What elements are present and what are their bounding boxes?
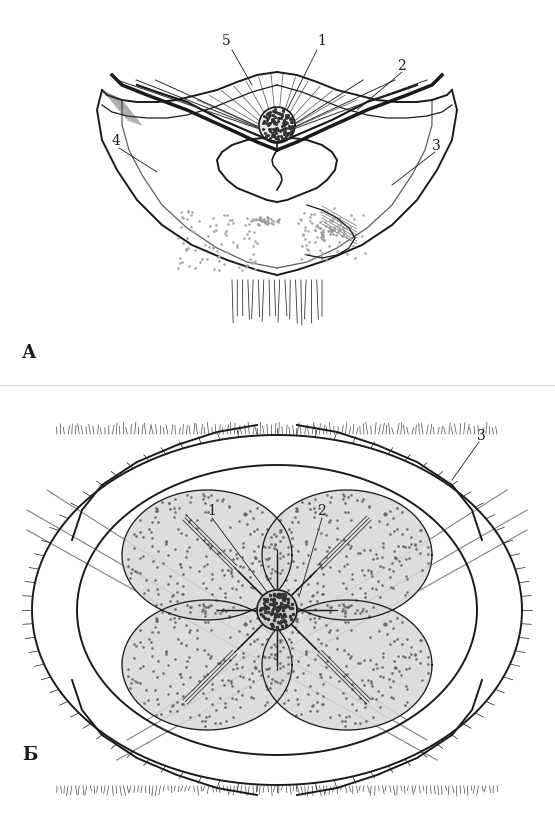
Polygon shape: [259, 107, 295, 143]
Text: 3: 3: [477, 429, 486, 443]
Text: 1: 1: [207, 504, 216, 518]
Text: 1: 1: [317, 34, 326, 48]
Text: 3: 3: [432, 139, 441, 153]
Text: 5: 5: [222, 34, 231, 48]
Polygon shape: [122, 490, 292, 620]
Text: 2: 2: [317, 504, 326, 518]
Text: 4: 4: [112, 134, 121, 148]
Text: 2: 2: [397, 59, 406, 73]
Text: Б: Б: [22, 746, 37, 764]
Text: А: А: [22, 344, 37, 362]
Polygon shape: [122, 600, 292, 730]
Polygon shape: [262, 490, 432, 620]
Polygon shape: [257, 590, 297, 630]
Polygon shape: [262, 600, 432, 730]
